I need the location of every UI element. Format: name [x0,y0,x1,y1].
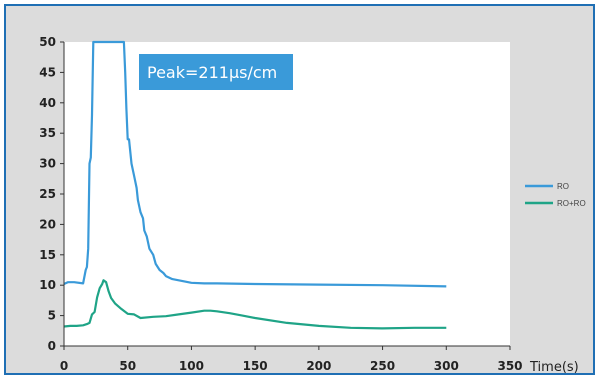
y-tick-label: 30 [39,157,56,171]
annotation-box [139,54,293,90]
y-tick-label: 10 [39,278,56,292]
x-tick-label: 300 [434,359,459,373]
y-tick-label: 35 [39,126,56,140]
x-tick-label: 50 [119,359,136,373]
y-tick-label: 0 [48,339,56,353]
y-tick-label: 20 [39,217,56,231]
y-tick-label: 45 [39,65,56,79]
x-tick-label: 150 [243,359,268,373]
series-line-ro [63,40,447,288]
y-tick-label: 50 [39,35,56,49]
y-tick-label: 5 [48,309,56,323]
y-tick-label: 15 [39,248,56,262]
annotation-text: Peak=211µs/cm [147,63,277,82]
legend-label-ro: RO [557,182,569,191]
x-axis-label: Time(s) [529,360,579,375]
legend-label-ro-ro: RO+RO [557,199,586,208]
peak-annotation: Peak=211µs/cm [139,54,293,90]
x-tick-label: 200 [306,359,331,373]
x-tick-label: 0 [60,359,68,373]
y-tick-label: 40 [39,96,56,110]
series-line-ro-ro [63,279,447,330]
x-tick-label: 100 [179,359,204,373]
x-tick-label: 250 [370,359,395,373]
legend: RO RO+RO [525,182,586,208]
x-tick-label: 350 [497,359,522,373]
y-tick-label: 25 [39,187,56,201]
